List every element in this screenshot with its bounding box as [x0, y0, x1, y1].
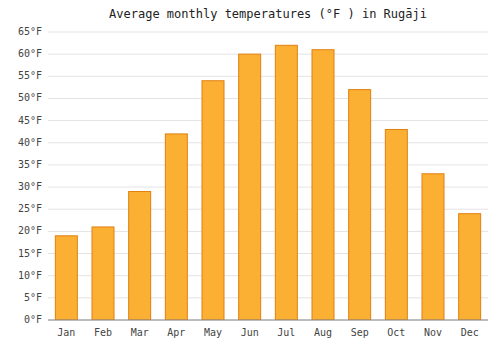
y-tick-label: 55°F — [18, 70, 42, 81]
grid-line — [48, 320, 488, 321]
y-tick-label: 45°F — [18, 115, 42, 126]
bar — [202, 81, 224, 320]
x-tick-label: Sep — [351, 327, 369, 338]
x-tick-label: Nov — [424, 327, 442, 338]
grid-line — [48, 32, 488, 33]
bar — [239, 54, 261, 320]
bar — [349, 90, 371, 320]
title: Average monthly temperatures (°F ) in Ru… — [109, 7, 427, 21]
y-tick-labels: 0°F 5°F 10°F 15°F 20°F 25°F 30°F 35°F 40°F 45°F 50… — [18, 26, 42, 325]
y-tick-label: 60°F — [18, 48, 42, 59]
y-tick-label: 5°F — [24, 292, 42, 303]
y-tick-label: 30°F — [18, 181, 42, 192]
x-tick-label: Oct — [387, 327, 405, 338]
bar — [422, 174, 444, 320]
y-tick-label: 10°F — [18, 270, 42, 281]
x-axis-line — [48, 320, 488, 321]
x-tick-label: Jun — [241, 327, 259, 338]
y-tick-label: 35°F — [18, 159, 42, 170]
bar — [165, 134, 187, 320]
bar — [459, 214, 481, 320]
grid-line — [48, 120, 488, 121]
y-tick-label: 25°F — [18, 203, 42, 214]
y-tick-label: 15°F — [18, 248, 42, 259]
bar — [129, 192, 151, 320]
chart-container: 0°F 5°F 10°F 15°F 20°F 25°F 30°F 35°F 40°F 45°F 50… — [0, 0, 500, 350]
grid-line — [48, 54, 488, 55]
x-tick-label: Mar — [131, 327, 149, 338]
x-tick-labels: Jan Feb Mar Apr May Jun Jul Aug Sep Oct Nov Dec — [57, 327, 478, 338]
chart: 0°F 5°F 10°F 15°F 20°F 25°F 30°F 35°F 40°F 45°F 50… — [0, 0, 500, 350]
y-tick-label: 65°F — [18, 26, 42, 37]
bar — [92, 227, 114, 320]
x-tick-label: Apr — [167, 327, 185, 338]
y-tick-label: 20°F — [18, 225, 42, 236]
x-tick-label: May — [204, 327, 222, 338]
y-grid — [48, 32, 488, 320]
x-tick-label: Jan — [57, 327, 75, 338]
grid-line — [48, 76, 488, 77]
x-tick-label: Dec — [461, 327, 479, 338]
bar — [55, 236, 77, 320]
y-tick-label: 40°F — [18, 137, 42, 148]
bar — [385, 129, 407, 320]
x-tick-label: Jul — [277, 327, 295, 338]
bars — [55, 45, 480, 320]
x-tick-label: Feb — [94, 327, 112, 338]
x-tick-label: Aug — [314, 327, 332, 338]
grid-line — [48, 142, 488, 143]
grid-line — [48, 164, 488, 165]
bar — [312, 50, 334, 320]
grid-line — [48, 98, 488, 99]
y-tick-label: 50°F — [18, 92, 42, 103]
y-tick-label: 0°F — [24, 314, 42, 325]
bar — [275, 45, 297, 320]
